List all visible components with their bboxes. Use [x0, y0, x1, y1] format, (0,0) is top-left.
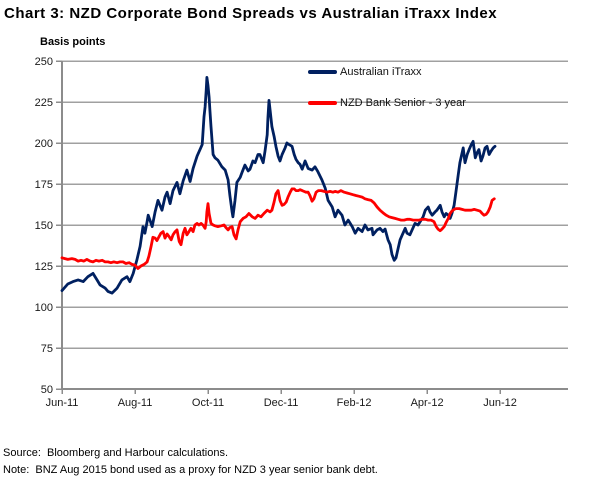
x-tick-label-Jun-12: Jun-12: [483, 397, 517, 409]
y-tick-label-150: 150: [35, 220, 53, 232]
x-tick-label-Dec-11: Dec-11: [264, 397, 299, 409]
x-tick-label-Feb-12: Feb-12: [337, 397, 372, 409]
legend-item-nzd-bank: NZD Bank Senior - 3 year: [308, 95, 466, 110]
series-line-itraxx: [60, 76, 497, 295]
chart-title: Chart 3: NZD Corporate Bond Spreads vs A…: [4, 5, 498, 22]
y-tick-label-200: 200: [35, 138, 53, 150]
series-line-nzd-bank: [60, 187, 496, 270]
note-text: Note: BNZ Aug 2015 bond used as a proxy …: [3, 464, 378, 476]
y-tick-label-175: 175: [35, 179, 53, 191]
x-tick-label-Aug-11: Aug-11: [118, 397, 153, 409]
source-text: Source: Bloomberg and Harbour calculatio…: [3, 447, 229, 459]
y-tick-label-50: 50: [41, 384, 53, 396]
chart-legend: Australian iTraxx NZD Bank Senior - 3 ye…: [308, 64, 466, 126]
y-tick-label-250: 250: [35, 56, 53, 68]
x-tick-label-Oct-11: Oct-11: [192, 397, 224, 409]
x-tick-label-Jun-11: Jun-11: [46, 397, 79, 409]
itraxx-line-swatch: [308, 69, 337, 74]
x-tick-label-Apr-12: Apr-12: [411, 397, 444, 409]
legend-label-itraxx: Australian iTraxx: [340, 65, 422, 78]
nzd-bank-line-swatch: [308, 100, 337, 105]
y-tick-label-225: 225: [35, 97, 53, 109]
y-axis-unit-label: Basis points: [40, 36, 106, 48]
legend-item-itraxx: Australian iTraxx: [308, 64, 466, 79]
spread-line-chart: 50 75 100 125 150 175 200 225 250 Jun-11 Aug-11 Oct…: [35, 56, 568, 409]
y-tick-label-125: 125: [35, 261, 53, 273]
legend-label-nzd-bank: NZD Bank Senior - 3 year: [340, 96, 466, 109]
y-tick-label-75: 75: [41, 343, 53, 355]
y-tick-label-100: 100: [35, 302, 53, 314]
